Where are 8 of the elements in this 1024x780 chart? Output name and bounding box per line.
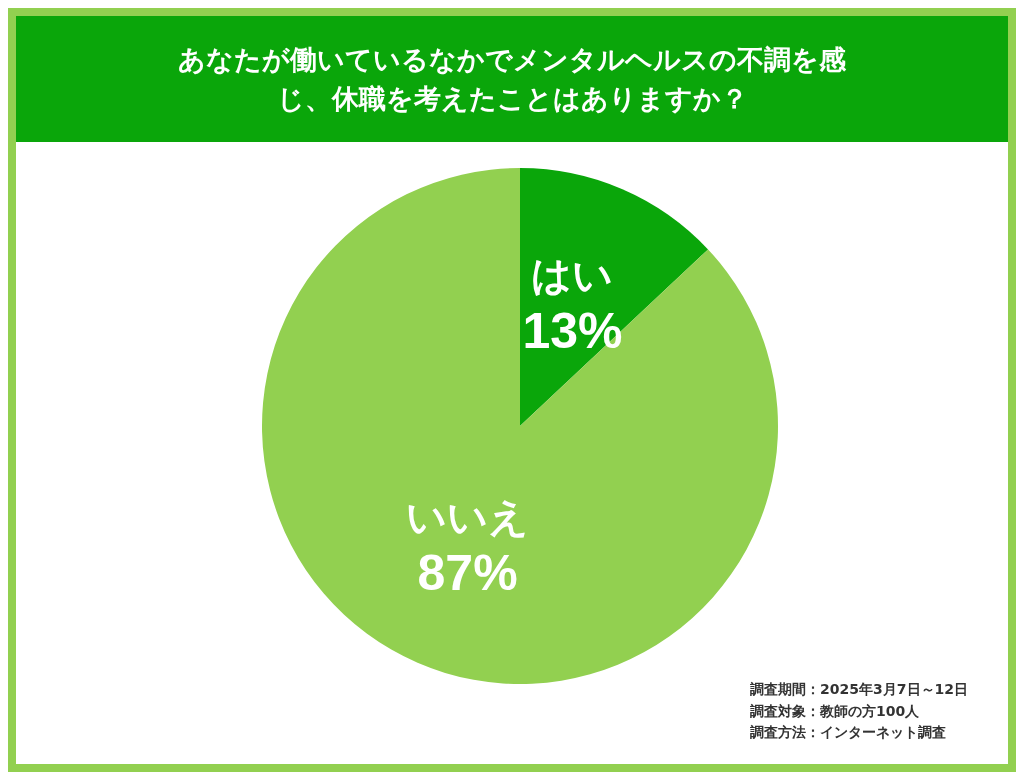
- chart-title: あなたが働いているなかでメンタルヘルスの不調を感じ、休職を考えたことはありますか？: [177, 42, 847, 116]
- data-label: 13%: [522, 302, 623, 359]
- slice-label: いいえ: [406, 494, 530, 541]
- text: 調査方法：インターネット調査: [750, 723, 948, 743]
- data-label: 87%: [417, 545, 518, 602]
- slice-label: はい: [531, 251, 614, 298]
- text: 調査対象：教師の方100人: [750, 701, 921, 721]
- text: 調査期間：2025年3月7日～12日: [750, 679, 968, 699]
